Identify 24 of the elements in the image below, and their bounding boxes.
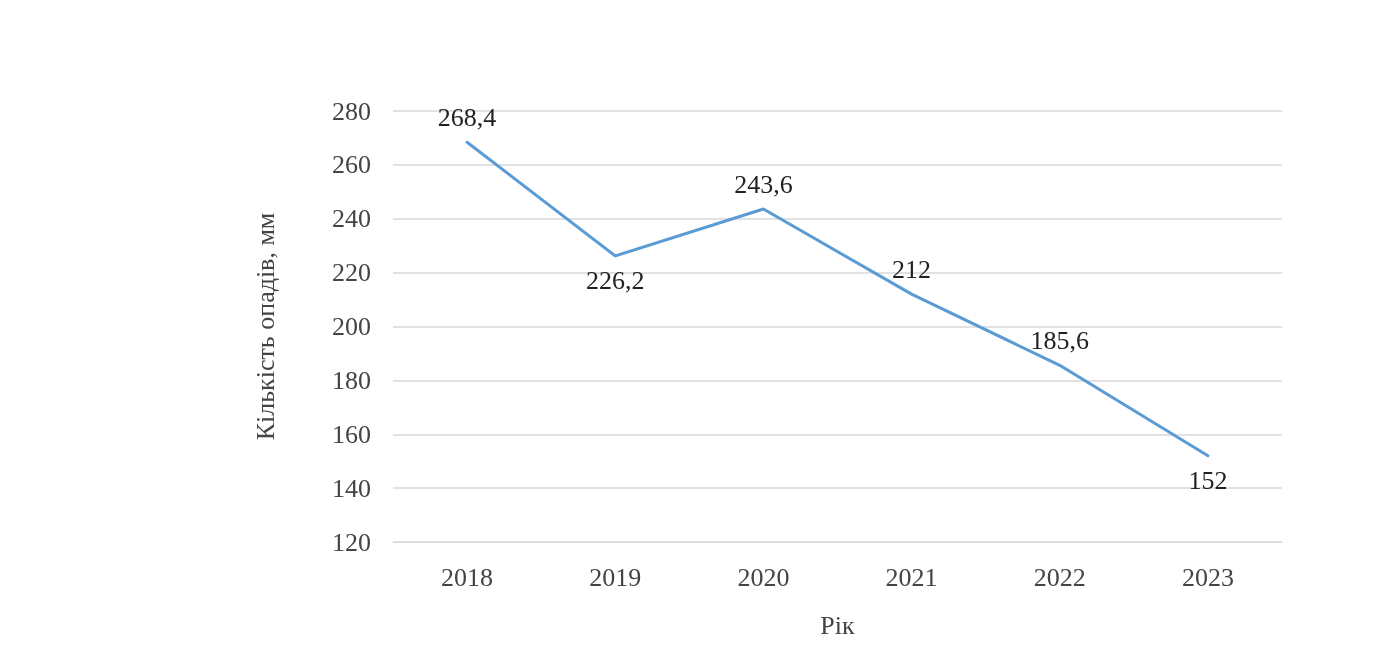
- y-axis-title: Кількість опадів, мм: [250, 212, 280, 441]
- y-tick-label: 240: [332, 204, 371, 234]
- data-label: 226,2: [586, 266, 645, 296]
- y-tick-label: 160: [332, 419, 371, 449]
- x-tick-label: 2018: [441, 562, 494, 592]
- data-label: 185,6: [1030, 325, 1089, 355]
- x-axis-title: Рік: [820, 610, 856, 640]
- data-label: 243,6: [734, 169, 793, 199]
- x-tick-label: 2020: [737, 562, 790, 592]
- x-tick-label: 2022: [1033, 562, 1086, 592]
- x-tick-label: 2023: [1181, 562, 1234, 592]
- x-tick-label: 2021: [885, 562, 938, 592]
- y-tick-label: 120: [332, 527, 371, 557]
- data-label: 152: [1188, 466, 1228, 496]
- y-tick-label: 220: [332, 258, 371, 288]
- y-tick-label: 260: [332, 150, 371, 180]
- x-tick-label: 2019: [589, 562, 642, 592]
- data-label: 212: [892, 254, 932, 284]
- y-tick-label: 280: [332, 96, 371, 126]
- y-tick-label: 180: [332, 365, 371, 395]
- y-tick-label: 200: [332, 312, 371, 341]
- line-series: [465, 140, 1210, 458]
- y-tick-label: 140: [332, 473, 371, 503]
- data-label: 268,4: [437, 102, 497, 132]
